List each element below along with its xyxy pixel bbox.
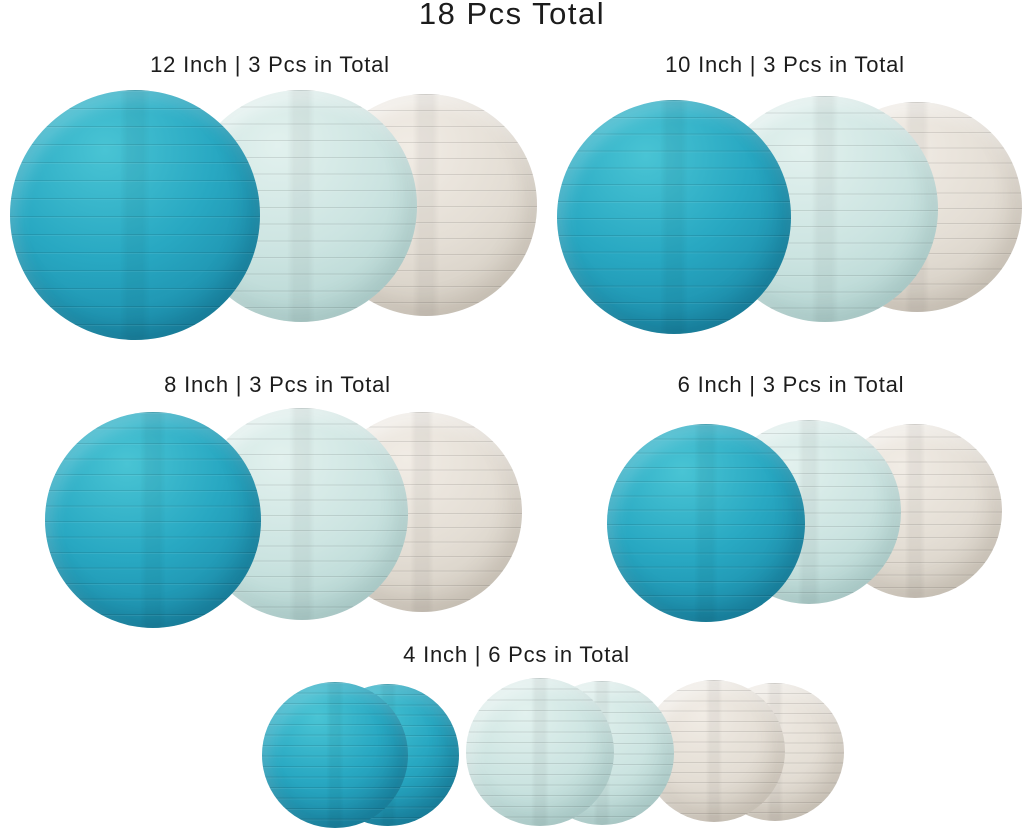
lantern-4in-light-blue-1 xyxy=(466,678,614,826)
group-label-10-inch: 10 Inch | 3 Pcs in Total xyxy=(665,52,905,77)
page-title: 18 Pcs Total xyxy=(418,0,606,31)
group-label-8-inch: 8 Inch | 3 Pcs in Total xyxy=(164,372,391,397)
lantern-10in-teal xyxy=(557,100,791,334)
group-label-4-inch: 4 Inch | 6 Pcs in Total xyxy=(403,642,630,667)
lantern-4in-teal-1 xyxy=(262,682,408,828)
group-label-6-inch: 6 Inch | 3 Pcs in Total xyxy=(677,372,905,397)
group-label-12-inch: 12 Inch | 3 Pcs in Total xyxy=(150,52,390,77)
lantern-8in-teal xyxy=(45,412,261,628)
lantern-12in-teal xyxy=(10,90,260,340)
lantern-6in-teal xyxy=(607,424,805,622)
